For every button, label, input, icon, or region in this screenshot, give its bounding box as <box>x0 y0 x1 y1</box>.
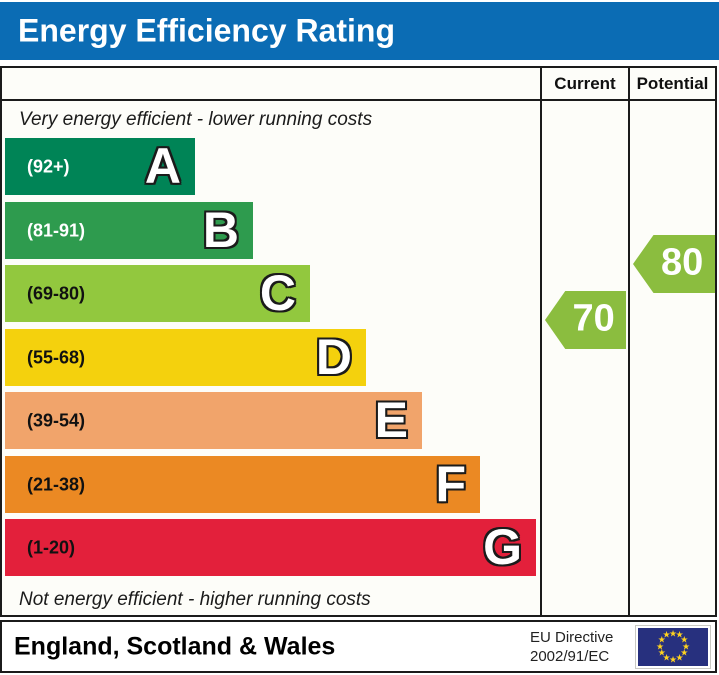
eu-flag-star: ★ <box>675 629 684 640</box>
title-bar: Energy Efficiency Rating <box>0 2 719 60</box>
eu-directive-line2: 2002/91/EC <box>530 647 610 665</box>
band-row-f: (21-38) F <box>5 456 480 513</box>
rating-table: Current Potential Very energy efficient … <box>0 66 717 617</box>
band-range-label-f: (21-38) <box>27 474 86 494</box>
band-letter-g: G <box>483 518 522 575</box>
top-note: Very energy efficient - lower running co… <box>19 109 373 130</box>
potential-rating-pointer: 80 <box>633 235 715 293</box>
current-rating-pointer: 70 <box>545 291 626 349</box>
potential-column-divider <box>628 68 630 615</box>
band-range-label-b: (81-91) <box>27 220 86 240</box>
header-divider-line <box>2 99 715 101</box>
band-row-g: (1-20) G <box>5 519 536 576</box>
band-letter-f: F <box>435 455 466 512</box>
eu-flag-star: ★ <box>662 629 671 640</box>
eu-flag-star: ★ <box>680 634 689 645</box>
page-title: Energy Efficiency Rating <box>18 12 395 49</box>
region-label: England, Scotland & Wales <box>14 632 336 660</box>
band-letter-e: E <box>374 391 408 448</box>
column-header-potential: Potential <box>636 74 709 93</box>
band-row-b: (81-91) B <box>5 202 253 259</box>
band-letter-b: B <box>202 201 239 258</box>
eu-flag-star: ★ <box>680 647 689 658</box>
band-row-c: (69-80) C <box>5 265 310 322</box>
eu-flag-field: ★ ★ ★ ★ ★ ★ ★ ★ ★ ★ ★ ★ <box>638 628 708 666</box>
band-letter-c: C <box>259 264 296 321</box>
band-range-label-a: (92+) <box>27 156 70 176</box>
eu-flag-star: ★ <box>668 627 678 638</box>
band-letter-d: D <box>315 328 352 385</box>
band-range-label-c: (69-80) <box>27 283 86 303</box>
band-row-a: (92+) A <box>5 138 195 195</box>
potential-rating-value: 80 <box>661 241 704 284</box>
band-range-label-d: (55-68) <box>27 347 86 367</box>
eu-flag-star: ★ <box>675 652 684 663</box>
eu-flag-star: ★ <box>681 640 691 651</box>
eu-directive-label: EU Directive 2002/91/EC <box>530 628 613 666</box>
bottom-note: Not energy efficient - higher running co… <box>19 589 371 610</box>
eu-flag-star: ★ <box>662 652 671 663</box>
band-range-label-g: (1-20) <box>27 537 76 557</box>
column-header-current: Current <box>554 74 616 93</box>
band-range-label-e: (39-54) <box>27 410 86 430</box>
current-rating-value: 70 <box>572 297 615 340</box>
band-row-e: (39-54) E <box>5 392 422 449</box>
eu-flag-star: ★ <box>657 634 666 645</box>
eu-directive-line1: EU Directive <box>530 628 614 646</box>
footer-bar: England, Scotland & Wales EU Directive 2… <box>0 620 717 673</box>
band-row-d: (55-68) D <box>5 329 366 386</box>
eu-flag-star: ★ <box>655 640 665 651</box>
current-column-divider <box>540 68 542 615</box>
eu-flag-star: ★ <box>657 647 666 658</box>
eu-flag-star: ★ <box>668 653 678 664</box>
band-letter-a: A <box>144 137 181 194</box>
eu-flag-icon: ★ ★ ★ ★ ★ ★ ★ ★ ★ ★ ★ ★ <box>635 625 711 669</box>
